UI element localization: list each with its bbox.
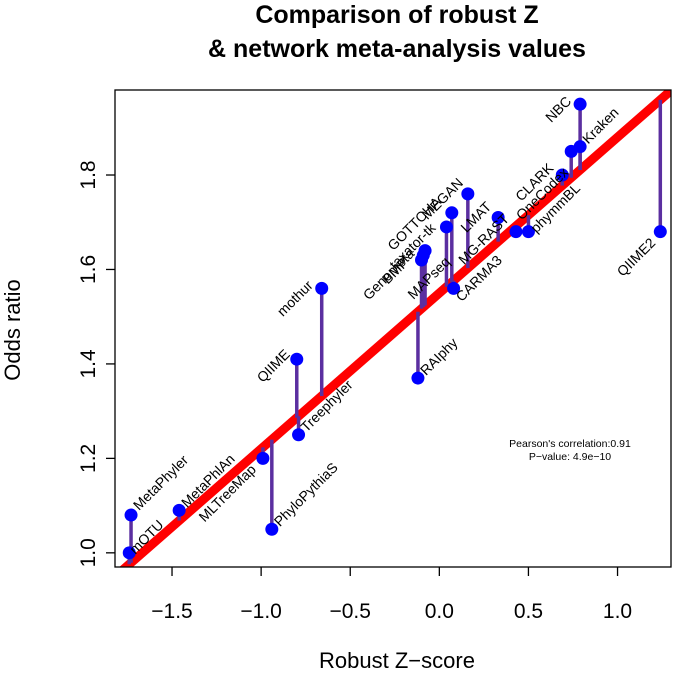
point-carma3 [447,281,461,295]
y-tick-label: 1.6 [77,255,100,284]
point-mltreemap [256,451,270,465]
label-qiime: QIIME [254,346,293,385]
y-axis: 1.0 1.2 1.4 1.6 1.8 [77,160,115,567]
point-megan [461,187,475,201]
p-value-note: P−value: 4.9e−10 [529,451,611,463]
data-points [122,97,667,560]
label-phylopythias: PhyloPythiaS [271,459,341,529]
y-tick-label: 1.0 [77,538,100,567]
x-axis: −1.5 −1.0 −0.5 0.0 0.5 1.0 [151,567,632,623]
point-metaphlan [172,503,186,517]
point-kraken [573,140,587,154]
point-clark [555,168,569,182]
point-motu [122,546,136,560]
x-tick-label: 1.0 [603,600,632,623]
chart-title-line-1: Comparison of robust Z [255,1,538,29]
y-tick-label: 1.8 [77,160,100,189]
y-tick-label: 1.2 [77,444,100,473]
point-treephyler [292,428,306,442]
label-megan: MEGAN [418,175,466,223]
point-phylopythias [265,522,279,536]
x-tick-label: −0.5 [329,600,370,623]
x-tick-label: 0.0 [425,600,454,623]
point-gottcha [445,206,459,220]
point-mg-rast [509,225,523,239]
plot-region [119,90,671,567]
chart-title-line-2: & network meta-analysis values [208,35,586,63]
x-tick-label: −1.5 [151,600,192,623]
x-tick-label: −1.0 [240,600,281,623]
label-qiime2: QIIME2 [614,234,659,279]
x-axis-title: Robust Z−score [319,648,475,673]
y-axis-title: Odds ratio [0,279,25,381]
x-tick-label: 0.5 [514,600,543,623]
label-raiphy: RAIphy [417,334,461,378]
point-genometa [418,244,432,258]
point-phymmbl [521,225,535,239]
point-taxator-tk [439,220,453,234]
label-mothur: mothur [274,277,316,319]
regression-line [119,90,671,567]
point-metaphyler [124,508,138,522]
point-qiime [290,352,304,366]
y-tick-label: 1.4 [77,349,100,379]
plot-frame [114,89,672,568]
point-mothur [315,281,329,295]
correlation-note: Pearson's correlation:0.91 [509,438,631,450]
point-qiime2 [653,225,667,239]
label-nbc: NBC [542,93,574,125]
point-nbc [573,97,587,111]
point-lmat [491,211,505,225]
point-raiphy [411,371,425,385]
